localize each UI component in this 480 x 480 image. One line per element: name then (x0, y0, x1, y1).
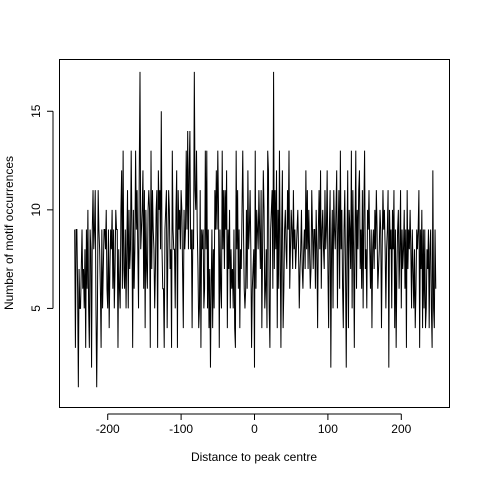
series-line (74, 71, 437, 388)
x-axis: -200 -100 0 100 200 (96, 413, 412, 436)
y-tick-label: 5 (29, 305, 43, 312)
y-tick-label: 15 (29, 104, 43, 118)
x-tick-label: 0 (251, 422, 258, 436)
x-tick-label: -200 (96, 422, 120, 436)
x-tick-label: 200 (391, 422, 411, 436)
plot-frame (59, 59, 450, 408)
y-axis-title: Number of motif occurrences (2, 156, 16, 310)
x-axis-title: Distance to peak centre (191, 450, 317, 464)
y-tick-label: 10 (29, 203, 43, 217)
x-tick-label: 100 (318, 422, 338, 436)
y-axis: 5 10 15 (29, 104, 54, 312)
x-tick-label: -100 (169, 422, 193, 436)
